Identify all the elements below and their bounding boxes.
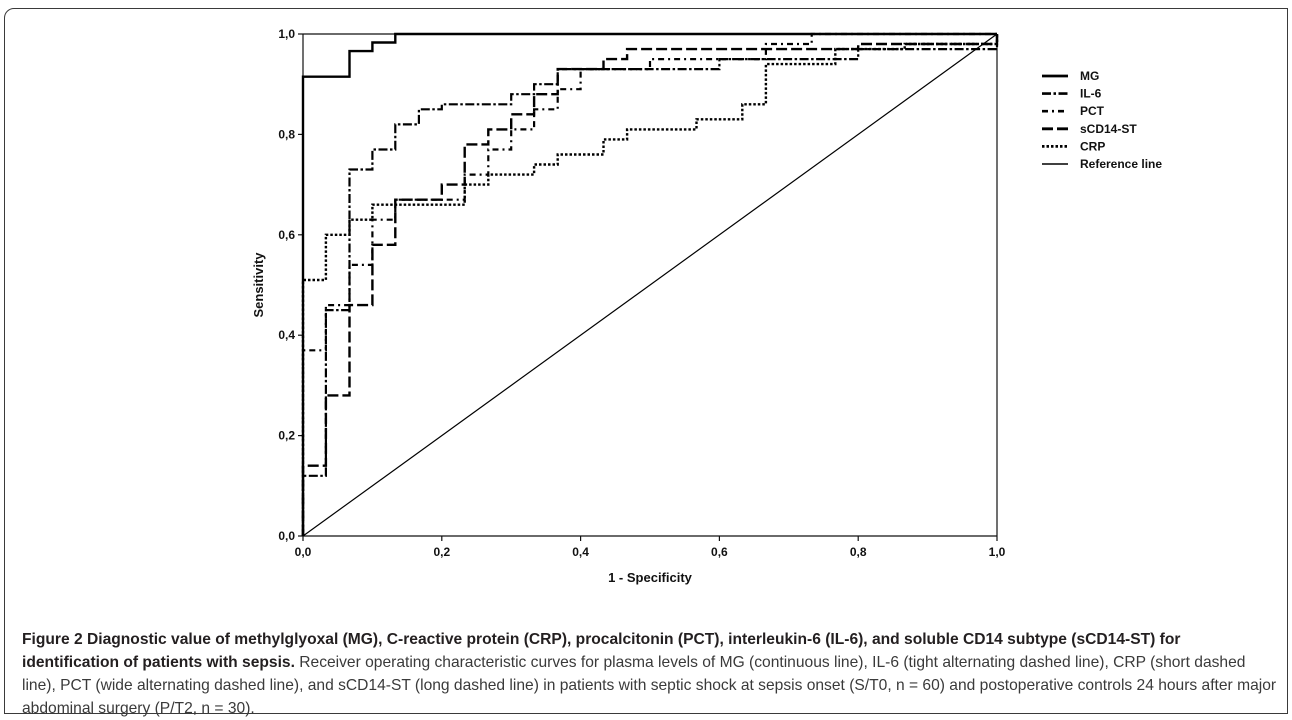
x-tick-label: 0,0 [295, 545, 312, 559]
legend-label-reference-line: Reference line [1080, 157, 1162, 171]
x-tick-label: 0,8 [850, 545, 867, 559]
figure-frame [4, 8, 1288, 714]
legend-label-il-6: IL-6 [1080, 87, 1102, 101]
figure-caption: Figure 2 Diagnostic value of methylglyox… [22, 628, 1277, 720]
series-line-reference-line [302, 33, 998, 537]
legend-label-mg: MG [1080, 69, 1099, 83]
series-line-scd14-st [301, 34, 999, 536]
series-line-il-6 [301, 34, 999, 536]
y-tick-label: 0,6 [278, 228, 295, 242]
caption-description: Receiver operating characteristic curves… [22, 654, 1277, 717]
legend-label-crp: CRP [1080, 139, 1105, 153]
y-tick-label: 1,0 [278, 27, 295, 41]
legend-label-pct: PCT [1080, 104, 1105, 118]
y-tick-label: 0,8 [278, 127, 295, 141]
series-line-crp [301, 34, 999, 536]
roc-chart: 0,0 0,2 0,4 0,6 0,8 1,0 0,0 0,2 0,4 0,6 0,8 1,0 1 - … [251, 27, 1162, 585]
y-tick-label: 0,4 [278, 328, 295, 342]
y-tick-label: 0,2 [278, 429, 295, 443]
x-axis-label: 1 - Specificity [608, 570, 693, 585]
legend-label-scd14-st: sCD14-ST [1080, 122, 1137, 136]
x-tick-label: 0,6 [711, 545, 728, 559]
series-line-mg [301, 32, 997, 536]
caption-title: Figure 2 Diagnostic value of methylglyox… [22, 631, 1181, 671]
x-tick-label: 0,4 [572, 545, 589, 559]
x-tick-label: 1,0 [989, 545, 1006, 559]
y-axis-label: Sensitivity [251, 252, 266, 318]
y-tick-label: 0,0 [278, 529, 295, 543]
x-tick-label: 0,2 [433, 545, 450, 559]
